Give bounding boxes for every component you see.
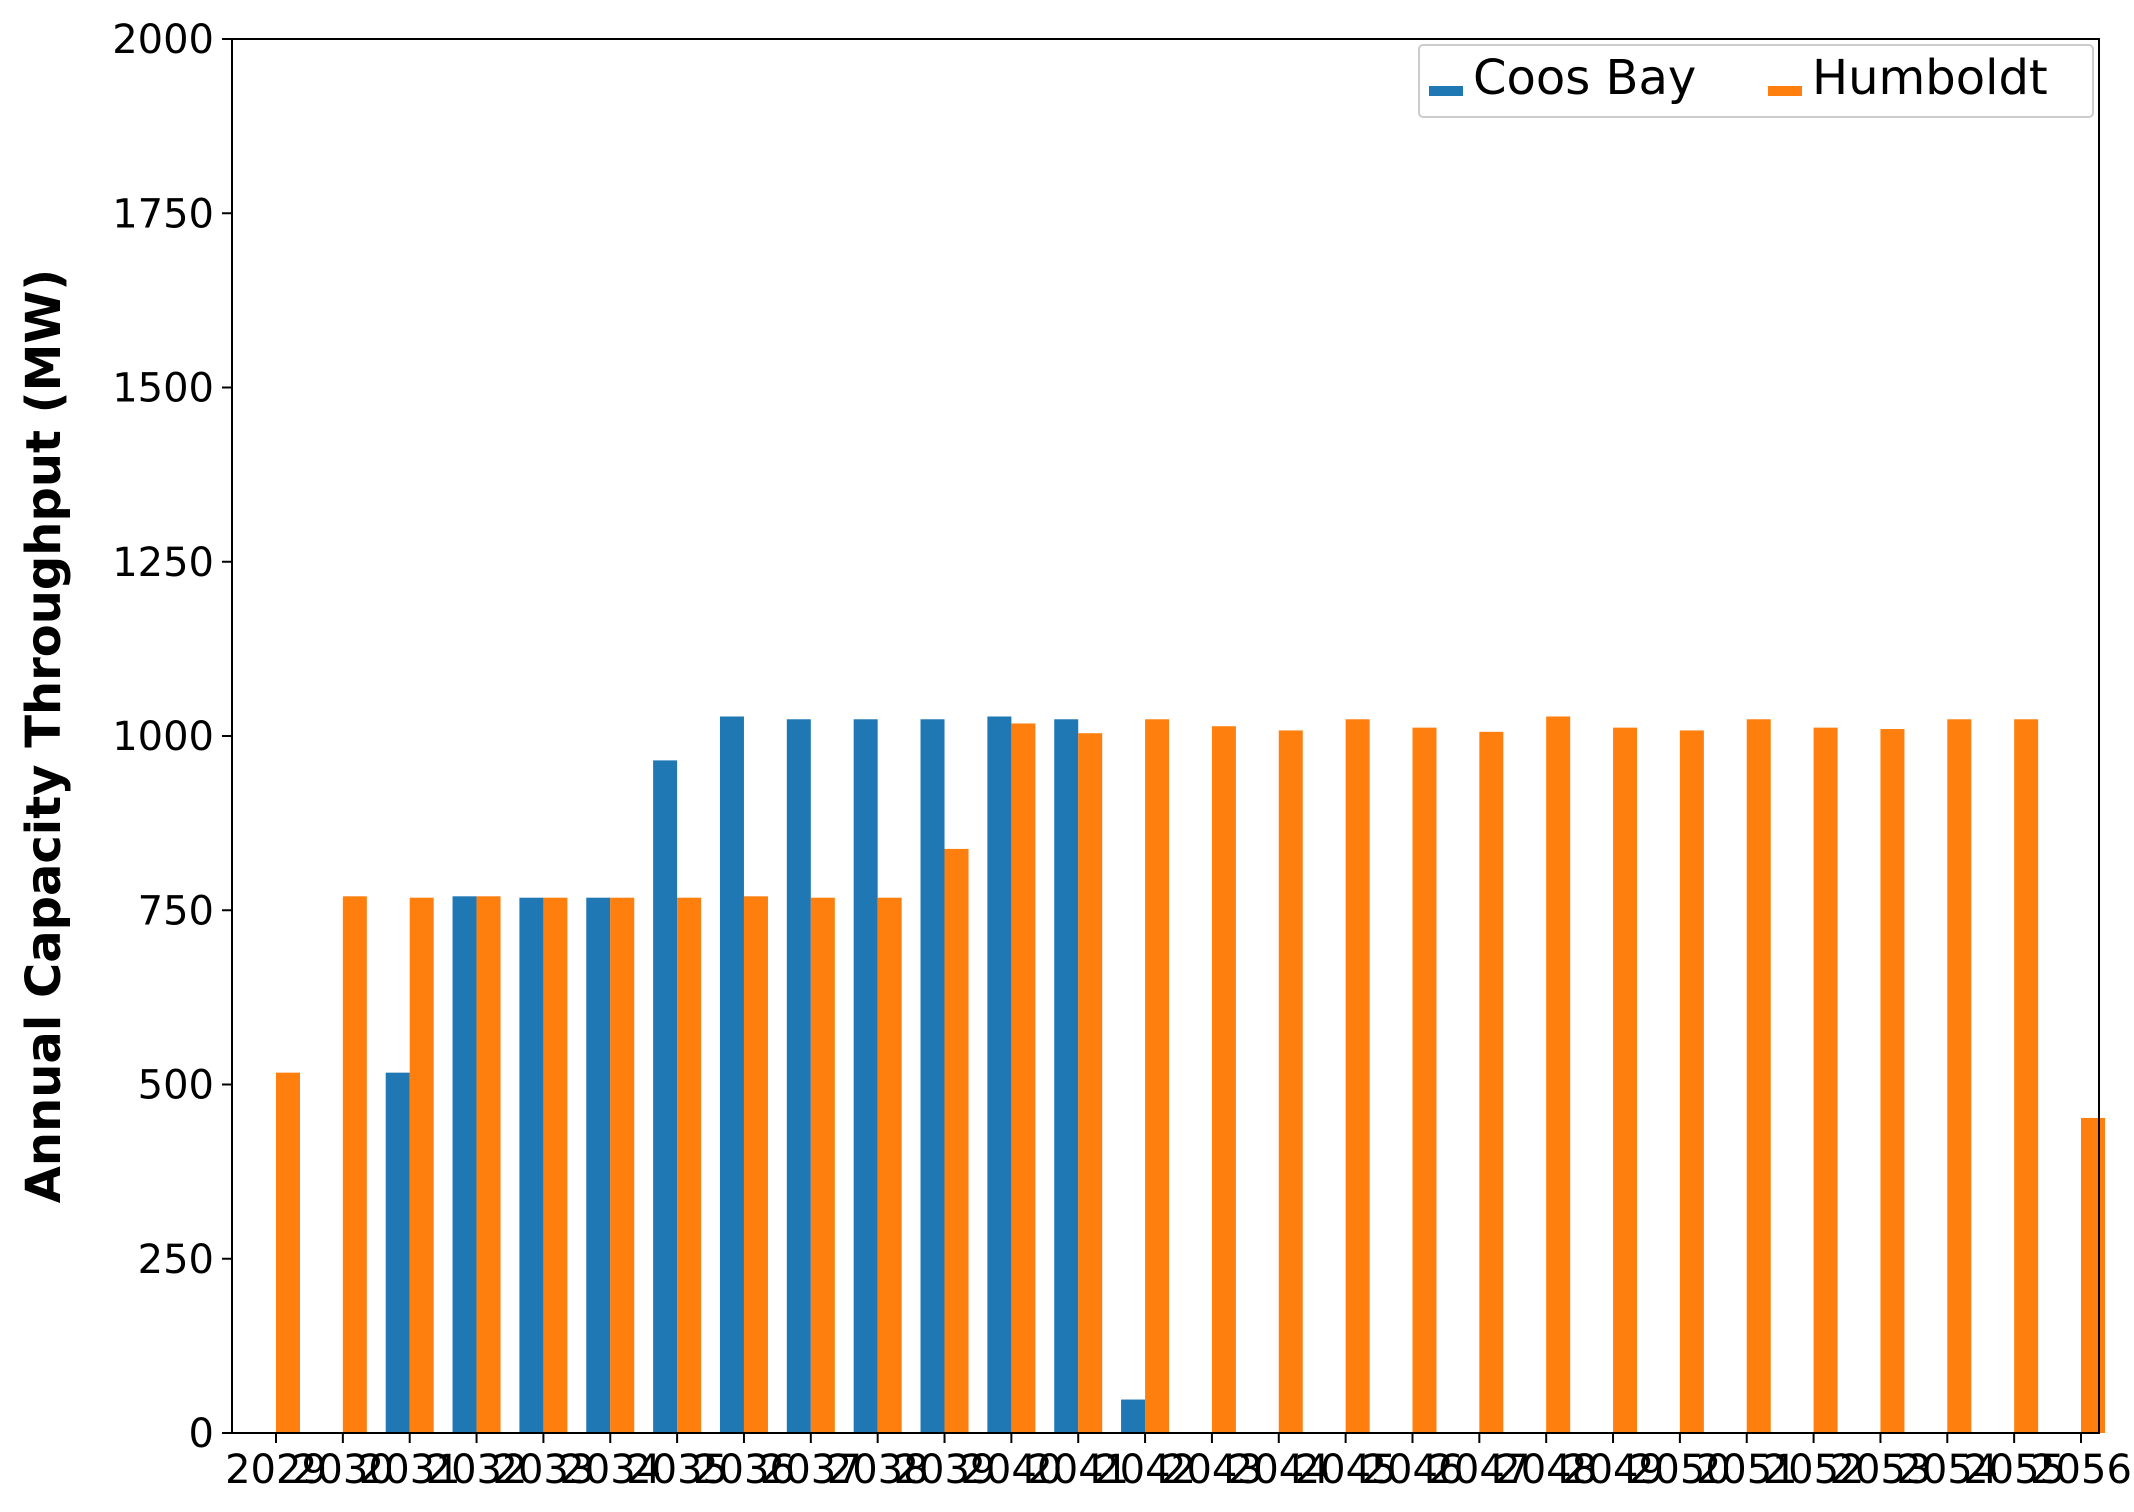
bar-coos-bay-2041 <box>1054 719 1079 1433</box>
bar-humboldt-2054 <box>1947 719 1972 1433</box>
y-tick-label: 0 <box>189 1411 214 1457</box>
x-tick-label-2038: 2038 <box>827 1447 929 1493</box>
bar-humboldt-2040 <box>1011 723 1036 1433</box>
bar-coos-bay-2037 <box>786 719 811 1433</box>
y-tick-label: 500 <box>138 1063 214 1109</box>
legend-swatch-coos-bay <box>1429 86 1463 96</box>
bar-humboldt-2031 <box>409 897 434 1433</box>
bar-humboldt-2045 <box>1345 719 1370 1433</box>
y-tick-label: 2000 <box>112 17 214 63</box>
legend-box <box>1418 44 2094 118</box>
bar-humboldt-2036 <box>743 896 768 1433</box>
x-tick-label-2048: 2048 <box>1495 1447 1597 1493</box>
x-tick-label-2034: 2034 <box>559 1447 661 1493</box>
bar-coos-bay-2038 <box>853 719 878 1433</box>
bar-coos-bay-2032 <box>452 896 477 1433</box>
legend: Coos Bay Humboldt <box>1418 44 2094 118</box>
x-tick-label-2045: 2045 <box>1295 1447 1397 1493</box>
legend-swatch-humboldt <box>1768 86 1802 96</box>
bar-humboldt-2035 <box>677 897 702 1433</box>
bar-humboldt-2041 <box>1078 733 1103 1433</box>
y-tick-label: 1250 <box>112 540 214 586</box>
bar-humboldt-2056 <box>2081 1117 2105 1433</box>
bar-humboldt-2029 <box>276 1072 300 1433</box>
x-tick-label-2032: 2032 <box>426 1447 528 1493</box>
x-tick-label-2050: 2050 <box>1629 1447 1731 1493</box>
legend-label-coos-bay: Coos Bay <box>1473 50 1696 106</box>
y-tick-label: 750 <box>138 888 214 934</box>
bar-humboldt-2044 <box>1278 730 1303 1433</box>
x-tick-label-2051: 2051 <box>1696 1447 1798 1493</box>
x-axis: 2029203020312032203320342035203620372038… <box>225 1433 2132 1493</box>
x-tick-label-2044: 2044 <box>1228 1447 1330 1493</box>
bar-coos-bay-2031 <box>385 1072 410 1433</box>
x-tick-label-2056: 2056 <box>2030 1447 2132 1493</box>
bar-humboldt-2032 <box>476 896 501 1433</box>
bar-humboldt-2047 <box>1479 731 1504 1433</box>
bar-humboldt-2042 <box>1145 719 1170 1433</box>
x-tick-label-2033: 2033 <box>493 1447 595 1493</box>
bar-humboldt-2039 <box>944 848 969 1433</box>
x-tick-label-2030: 2030 <box>292 1447 394 1493</box>
x-tick-label-2043: 2043 <box>1161 1447 1263 1493</box>
bar-humboldt-2052 <box>1813 727 1838 1433</box>
bars-layer <box>276 716 2105 1433</box>
bar-coos-bay-2035 <box>653 760 678 1433</box>
bar-humboldt-2030 <box>342 896 367 1433</box>
x-tick-label-2036: 2036 <box>693 1447 795 1493</box>
x-tick-label-2042: 2042 <box>1094 1447 1196 1493</box>
x-tick-label-2037: 2037 <box>760 1447 862 1493</box>
y-tick-label: 1000 <box>112 714 214 760</box>
bar-humboldt-2037 <box>810 897 835 1433</box>
x-tick-label-2046: 2046 <box>1362 1447 1464 1493</box>
x-tick-label-2031: 2031 <box>359 1447 461 1493</box>
bar-coos-bay-2036 <box>719 716 744 1433</box>
bar-humboldt-2043 <box>1211 726 1236 1433</box>
bar-coos-bay-2040 <box>987 716 1012 1433</box>
bar-humboldt-2050 <box>1679 730 1704 1433</box>
bar-humboldt-2046 <box>1412 727 1437 1433</box>
y-axis-label: Annual Capacity Throughput (MW) <box>16 269 72 1203</box>
y-tick-label: 1500 <box>112 366 214 412</box>
bar-coos-bay-2033 <box>519 897 544 1433</box>
y-axis: 0 250 500 750 1000 1250 1500 1750 2000 <box>112 17 232 1457</box>
x-tick-label-2054: 2054 <box>1896 1447 1998 1493</box>
y-tick-label: 250 <box>138 1237 214 1283</box>
bar-coos-bay-2039 <box>920 719 945 1433</box>
x-tick-label-2053: 2053 <box>1830 1447 1932 1493</box>
bar-humboldt-2038 <box>877 897 902 1433</box>
bar-humboldt-2033 <box>543 897 568 1433</box>
x-tick-label-2035: 2035 <box>626 1447 728 1493</box>
legend-label-humboldt: Humboldt <box>1812 50 2048 106</box>
bar-coos-bay-2034 <box>586 897 611 1433</box>
bar-humboldt-2034 <box>610 897 635 1433</box>
bar-humboldt-2053 <box>1880 729 1905 1433</box>
bar-humboldt-2048 <box>1546 716 1571 1433</box>
x-tick-label-2041: 2041 <box>1027 1447 1129 1493</box>
y-tick-label: 1750 <box>112 191 214 237</box>
x-tick-label-2049: 2049 <box>1562 1447 1664 1493</box>
bar-coos-bay-2042 <box>1121 1399 1146 1433</box>
x-tick-label-2055: 2055 <box>1963 1447 2065 1493</box>
bar-humboldt-2051 <box>1746 719 1771 1433</box>
x-tick-label-2039: 2039 <box>894 1447 996 1493</box>
x-tick-label-2047: 2047 <box>1428 1447 1530 1493</box>
bar-humboldt-2049 <box>1613 727 1638 1433</box>
x-tick-label-2029: 2029 <box>225 1447 327 1493</box>
bar-humboldt-2055 <box>2014 719 2039 1433</box>
x-tick-label-2052: 2052 <box>1763 1447 1865 1493</box>
x-tick-label-2040: 2040 <box>960 1447 1062 1493</box>
